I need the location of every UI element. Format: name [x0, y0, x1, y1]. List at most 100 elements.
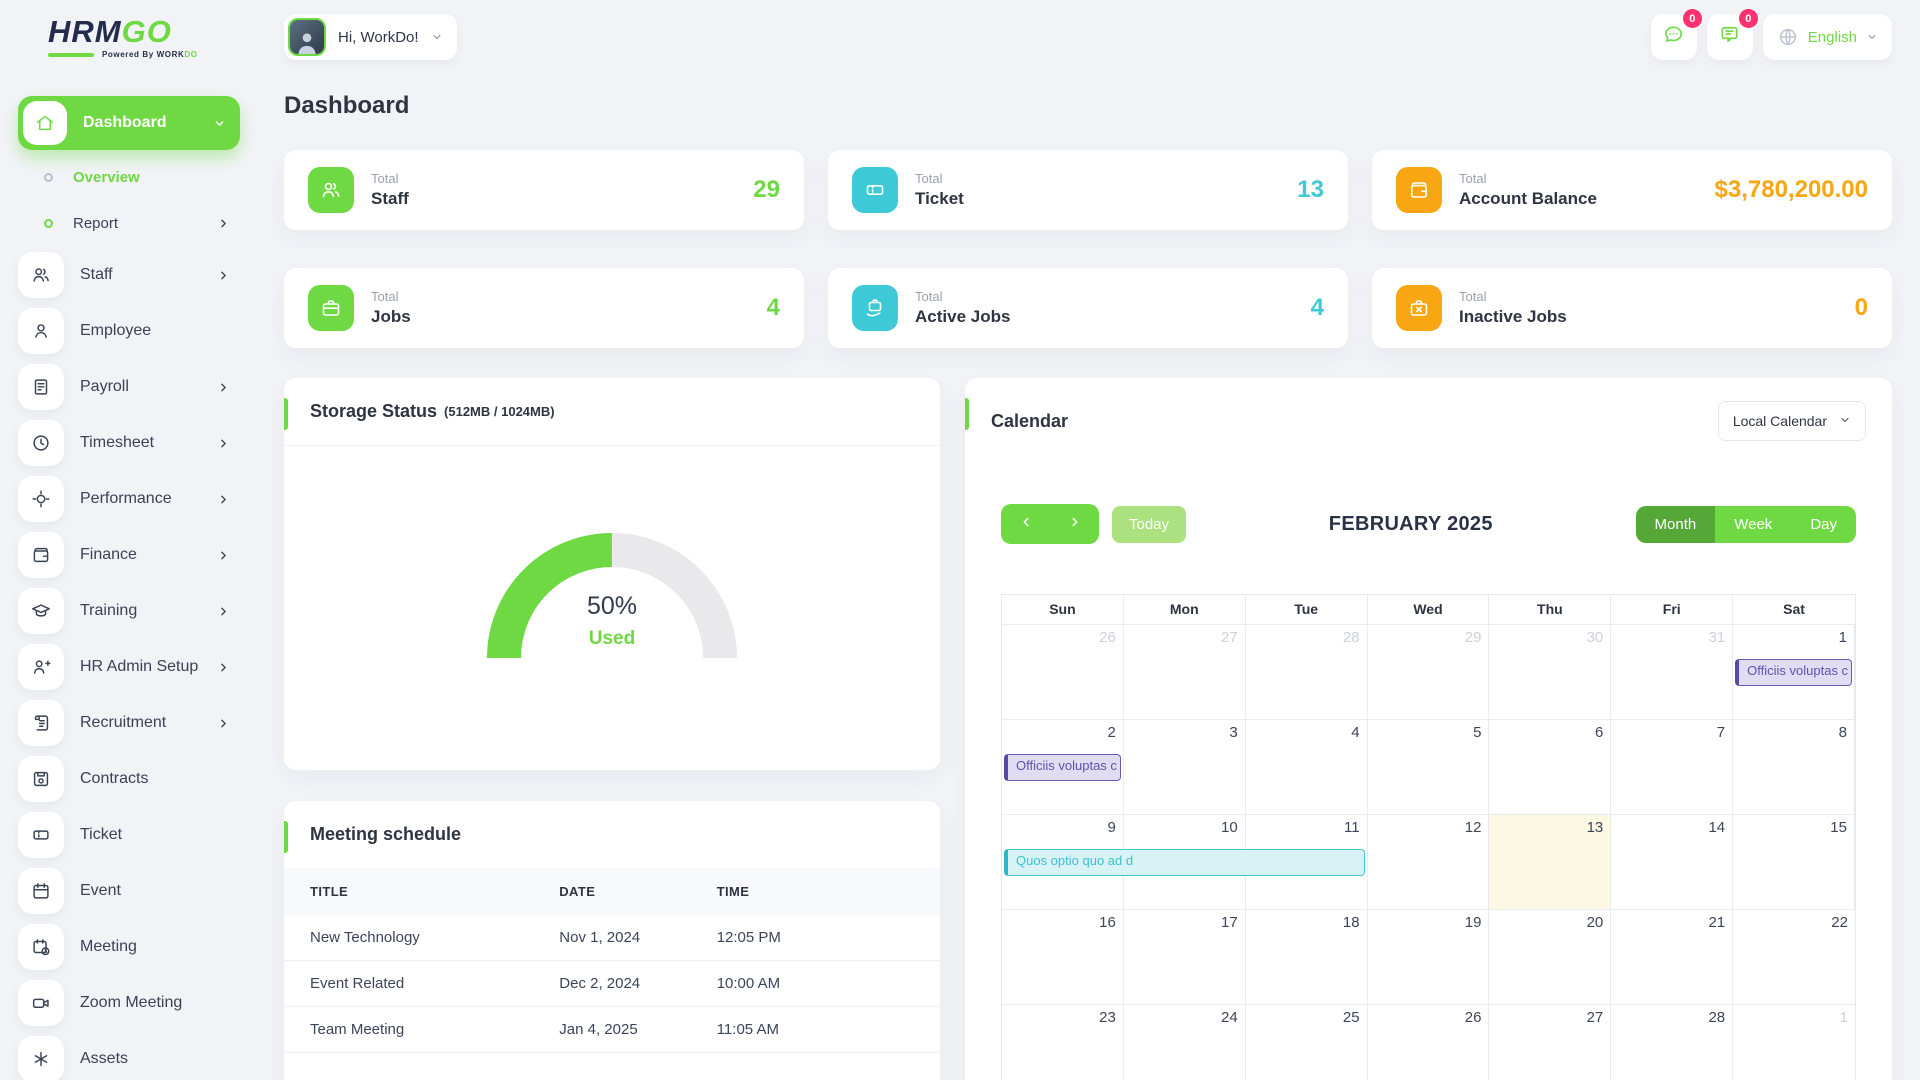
- calendar-cell-2[interactable]: 2: [1002, 720, 1124, 815]
- calendar-view-month[interactable]: Month: [1635, 505, 1716, 543]
- user-plus-icon: [18, 644, 64, 690]
- wallet-icon: [1396, 167, 1442, 213]
- calendar-header: Calendar Local Calendar: [965, 378, 1892, 464]
- sidebar-item-event[interactable]: Event: [18, 868, 240, 914]
- next-month-button[interactable]: [1050, 504, 1099, 544]
- calendar-cell-28[interactable]: 28: [1245, 625, 1368, 720]
- sidebar-item-label: Report: [73, 214, 119, 232]
- calendar-day-header-fri: Fri: [1611, 595, 1734, 625]
- meeting-column-time: TIME: [690, 868, 940, 915]
- prev-month-button[interactable]: [1001, 504, 1050, 544]
- sidebar-item-training[interactable]: Training: [18, 588, 240, 634]
- sidebar-item-meeting[interactable]: Meeting: [18, 924, 240, 970]
- sidebar-item-assets[interactable]: Assets: [18, 1036, 240, 1080]
- calendar-cell-14[interactable]: 14: [1611, 815, 1734, 910]
- calendar-panel: Calendar Local Calendar Today FEBRUARY 2…: [965, 378, 1892, 1080]
- calendar-cell-21[interactable]: 21: [1611, 910, 1734, 1005]
- storage-header: Storage Status (512MB / 1024MB): [284, 378, 940, 445]
- calendar-month-title: FEBRUARY 2025: [1328, 512, 1493, 535]
- meeting-cell: 11:05 AM: [690, 1006, 940, 1053]
- sidebar-item-recruitment[interactable]: Recruitment: [18, 700, 240, 746]
- calendar-cell-26[interactable]: 26: [1002, 625, 1124, 720]
- calendar-day-header-sat: Sat: [1733, 595, 1855, 625]
- sidebar-item-label: Recruitment: [80, 714, 167, 731]
- calendar-cell-24[interactable]: 24: [1124, 1005, 1246, 1080]
- calendar-cell-6[interactable]: 6: [1489, 720, 1612, 815]
- globe-icon: [1777, 26, 1799, 48]
- sidebar-item-hr-admin-setup[interactable]: HR Admin Setup: [18, 644, 240, 690]
- meeting-row[interactable]: Team Meeting Jan 4, 2025 11:05 AM: [284, 1006, 940, 1053]
- user-menu[interactable]: Hi, WorkDo!: [284, 14, 457, 60]
- calendar-cell-23[interactable]: 23: [1002, 1005, 1124, 1080]
- calendar-cell-15[interactable]: 15: [1733, 815, 1855, 910]
- calendar-cell-7[interactable]: 7: [1611, 720, 1734, 815]
- notifications-button[interactable]: 0: [1706, 9, 1758, 60]
- chat-button[interactable]: 0: [1650, 9, 1702, 60]
- sidebar-item-overview[interactable]: Overview: [18, 160, 240, 194]
- sidebar-item-zoom-meeting[interactable]: Zoom Meeting: [18, 980, 240, 1026]
- chevron-right-icon: [217, 661, 230, 674]
- meeting-row[interactable]: Event Related Dec 2, 2024 10:00 AM: [284, 960, 940, 1007]
- sidebar-item-report[interactable]: Report: [18, 206, 240, 240]
- calendar-cell-1[interactable]: 1: [1733, 625, 1855, 720]
- sidebar-item-staff[interactable]: Staff: [18, 252, 240, 298]
- calendar-cell-5[interactable]: 5: [1367, 720, 1490, 815]
- calendar-event[interactable]: Quos optio quo ad d: [1004, 849, 1365, 876]
- calendar-cell-11[interactable]: 11: [1245, 815, 1368, 910]
- language-selector[interactable]: English: [1762, 14, 1892, 60]
- calendar-cell-26[interactable]: 26: [1368, 1005, 1490, 1080]
- calendar-cell-29[interactable]: 29: [1367, 625, 1490, 720]
- calendar-cell-27[interactable]: 27: [1489, 1005, 1612, 1080]
- calendar-cell-8[interactable]: 8: [1733, 720, 1855, 815]
- calendar-cell-28[interactable]: 28: [1611, 1005, 1734, 1080]
- sidebar-item-finance[interactable]: Finance: [18, 532, 240, 578]
- meeting-cell: Team Meeting: [284, 1006, 534, 1053]
- calendar-cell-13[interactable]: 13: [1489, 815, 1612, 910]
- receipt-icon: [18, 364, 64, 410]
- calendar-event[interactable]: Officiis voluptas c: [1735, 659, 1852, 686]
- calendar-cell-30[interactable]: 30: [1489, 625, 1612, 720]
- stat-card-prefix: Total: [371, 171, 399, 186]
- sidebar-item-payroll[interactable]: Payroll: [18, 364, 240, 410]
- sidebar-item-dashboard[interactable]: Dashboard: [18, 96, 240, 150]
- sidebar-item-performance[interactable]: Performance: [18, 476, 240, 522]
- calendar-cell-3[interactable]: 3: [1123, 720, 1246, 815]
- users-icon: [308, 167, 354, 213]
- app-logo[interactable]: HRMGO Powered By WORKDO: [18, 14, 258, 78]
- today-button[interactable]: Today: [1112, 505, 1187, 543]
- calendar-event[interactable]: Officiis voluptas c: [1004, 754, 1121, 781]
- calendar-cell-1[interactable]: 1: [1733, 1005, 1855, 1080]
- briefcase-off-icon: [1396, 285, 1442, 331]
- stat-card-label: Ticket: [915, 189, 964, 208]
- calendar-cell-12[interactable]: 12: [1367, 815, 1490, 910]
- calendar-cell-27[interactable]: 27: [1123, 625, 1246, 720]
- calendar-cell-16[interactable]: 16: [1002, 910, 1124, 1005]
- sidebar-item-timesheet[interactable]: Timesheet: [18, 420, 240, 466]
- calendar-cell-4[interactable]: 4: [1245, 720, 1368, 815]
- calendar-source-select[interactable]: Local Calendar: [1717, 401, 1866, 441]
- meeting-row[interactable]: New Technology Nov 1, 2024 12:05 PM: [284, 915, 940, 961]
- calendar-cell-18[interactable]: 18: [1245, 910, 1368, 1005]
- sidebar-item-ticket[interactable]: Ticket: [18, 812, 240, 858]
- calendar-cell-20[interactable]: 20: [1489, 910, 1612, 1005]
- calendar-cell-19[interactable]: 19: [1367, 910, 1490, 1005]
- meeting-cell: Jan 4, 2025: [533, 1006, 691, 1053]
- sidebar-item-contracts[interactable]: Contracts: [18, 756, 240, 802]
- stat-card-label: Jobs: [371, 307, 411, 326]
- calendar-cell-17[interactable]: 17: [1123, 910, 1246, 1005]
- logo-text: HRMGO: [48, 14, 258, 50]
- calendar-day-header-wed: Wed: [1367, 595, 1490, 625]
- sidebar-item-employee[interactable]: Employee: [18, 308, 240, 354]
- calendar-view-day[interactable]: Day: [1791, 505, 1856, 543]
- calendar-view-week[interactable]: Week: [1715, 505, 1792, 543]
- ticket-icon: [18, 812, 64, 858]
- calendar-cell-31[interactable]: 31: [1611, 625, 1734, 720]
- sidebar-menu: Dashboard Overview Report Staff Employee Payr…: [18, 96, 258, 1080]
- meeting-schedule-title: Meeting schedule: [310, 824, 462, 844]
- calendar-cell-22[interactable]: 22: [1733, 910, 1855, 1005]
- chevron-right-icon: [217, 437, 230, 450]
- bullet-icon: [44, 218, 53, 228]
- calendar-cell-25[interactable]: 25: [1246, 1005, 1368, 1080]
- chevron-right-icon: [217, 549, 230, 562]
- stat-card-value: 13: [1297, 176, 1324, 203]
